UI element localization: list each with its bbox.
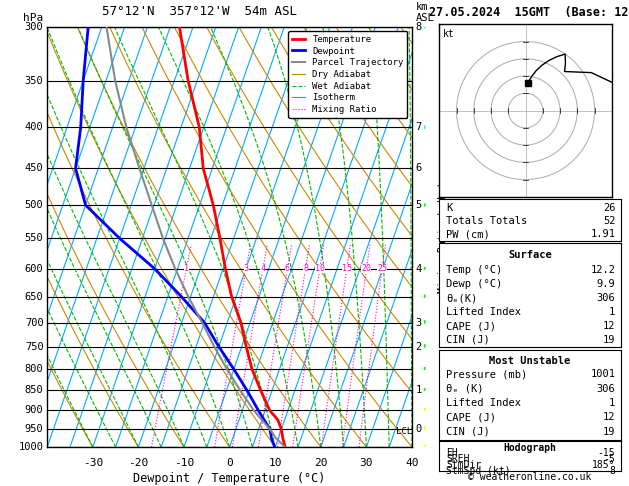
Text: LCL: LCL	[396, 427, 412, 435]
Text: 12: 12	[603, 413, 615, 422]
Text: 550: 550	[25, 233, 43, 243]
Text: 2: 2	[416, 342, 422, 352]
Text: 4: 4	[260, 264, 265, 273]
Text: 20: 20	[314, 458, 328, 468]
Text: Most Unstable: Most Unstable	[489, 356, 571, 366]
Text: 12.2: 12.2	[591, 265, 615, 275]
Text: Surface: Surface	[508, 250, 552, 260]
Text: 450: 450	[25, 163, 43, 174]
Text: kt: kt	[443, 30, 455, 39]
Text: CIN (J): CIN (J)	[447, 427, 490, 437]
Text: SREH: SREH	[447, 454, 470, 464]
Text: θₑ(K): θₑ(K)	[447, 293, 477, 303]
Text: 500: 500	[25, 200, 43, 210]
Text: Lifted Index: Lifted Index	[447, 398, 521, 408]
Text: 1001: 1001	[591, 369, 615, 380]
Text: K: K	[447, 204, 452, 213]
Text: 350: 350	[25, 75, 43, 86]
Text: 185°: 185°	[592, 460, 615, 470]
Text: Hodograph: Hodograph	[503, 443, 557, 453]
Text: 27.05.2024  15GMT  (Base: 12): 27.05.2024 15GMT (Base: 12)	[428, 6, 629, 19]
Text: 1000: 1000	[18, 442, 43, 452]
Text: 800: 800	[25, 364, 43, 374]
Text: 30: 30	[360, 458, 373, 468]
Text: km
ASL: km ASL	[416, 2, 435, 22]
Text: 1: 1	[184, 264, 189, 273]
Text: 850: 850	[25, 385, 43, 396]
Text: 300: 300	[25, 22, 43, 32]
Text: 900: 900	[25, 405, 43, 416]
Text: 3: 3	[416, 317, 422, 328]
Text: Temp (°C): Temp (°C)	[447, 265, 503, 275]
Text: StmSpd (kt): StmSpd (kt)	[447, 466, 511, 476]
Text: 0: 0	[416, 424, 422, 434]
Text: Totals Totals: Totals Totals	[447, 216, 528, 226]
Text: 650: 650	[25, 292, 43, 302]
Text: Mixing Ratio (g/kg): Mixing Ratio (g/kg)	[438, 181, 448, 293]
Text: 7: 7	[416, 122, 422, 132]
Text: -20: -20	[128, 458, 148, 468]
Text: 9.9: 9.9	[597, 279, 615, 289]
Text: © weatheronline.co.uk: © weatheronline.co.uk	[468, 472, 592, 483]
Text: 600: 600	[25, 264, 43, 274]
Text: 40: 40	[405, 458, 419, 468]
Text: 0: 0	[226, 458, 233, 468]
Text: 19: 19	[603, 427, 615, 437]
Text: CIN (J): CIN (J)	[447, 335, 490, 345]
Text: -10: -10	[174, 458, 194, 468]
Text: 52: 52	[603, 216, 615, 226]
Text: 1.91: 1.91	[591, 229, 615, 239]
Text: 12: 12	[603, 321, 615, 331]
Text: Dewp (°C): Dewp (°C)	[447, 279, 503, 289]
Text: -5: -5	[604, 454, 615, 464]
Text: θₑ (K): θₑ (K)	[447, 384, 484, 394]
Text: 400: 400	[25, 122, 43, 132]
Text: PW (cm): PW (cm)	[447, 229, 490, 239]
Text: CAPE (J): CAPE (J)	[447, 321, 496, 331]
Text: 3: 3	[243, 264, 248, 273]
Text: 6: 6	[416, 163, 422, 174]
Text: StmDir: StmDir	[447, 460, 482, 470]
Text: 950: 950	[25, 424, 43, 434]
Text: 19: 19	[603, 335, 615, 345]
Text: Lifted Index: Lifted Index	[447, 307, 521, 317]
Text: 57°12'N  357°12'W  54m ASL: 57°12'N 357°12'W 54m ASL	[102, 5, 297, 18]
Text: -30: -30	[82, 458, 103, 468]
Text: 1: 1	[609, 307, 615, 317]
Text: 306: 306	[597, 384, 615, 394]
Text: 15: 15	[342, 264, 352, 273]
Text: 10: 10	[269, 458, 282, 468]
Text: 8: 8	[610, 466, 615, 476]
Text: 750: 750	[25, 342, 43, 352]
Text: 5: 5	[416, 200, 422, 210]
Text: 306: 306	[597, 293, 615, 303]
Text: 8: 8	[416, 22, 422, 32]
Text: 8: 8	[303, 264, 308, 273]
Text: 1: 1	[609, 398, 615, 408]
Text: 1: 1	[416, 385, 422, 396]
Text: 700: 700	[25, 317, 43, 328]
Text: CAPE (J): CAPE (J)	[447, 413, 496, 422]
Text: 20: 20	[362, 264, 372, 273]
Text: Dewpoint / Temperature (°C): Dewpoint / Temperature (°C)	[133, 472, 326, 486]
Legend: Temperature, Dewpoint, Parcel Trajectory, Dry Adiabat, Wet Adiabat, Isotherm, Mi: Temperature, Dewpoint, Parcel Trajectory…	[288, 31, 408, 118]
Text: 25: 25	[377, 264, 387, 273]
Text: 6: 6	[285, 264, 290, 273]
Text: Pressure (mb): Pressure (mb)	[447, 369, 528, 380]
Text: 26: 26	[603, 204, 615, 213]
Text: EH: EH	[447, 448, 458, 458]
Text: 10: 10	[315, 264, 325, 273]
Text: -15: -15	[598, 448, 615, 458]
Text: hPa: hPa	[23, 13, 43, 22]
Text: 4: 4	[416, 264, 422, 274]
